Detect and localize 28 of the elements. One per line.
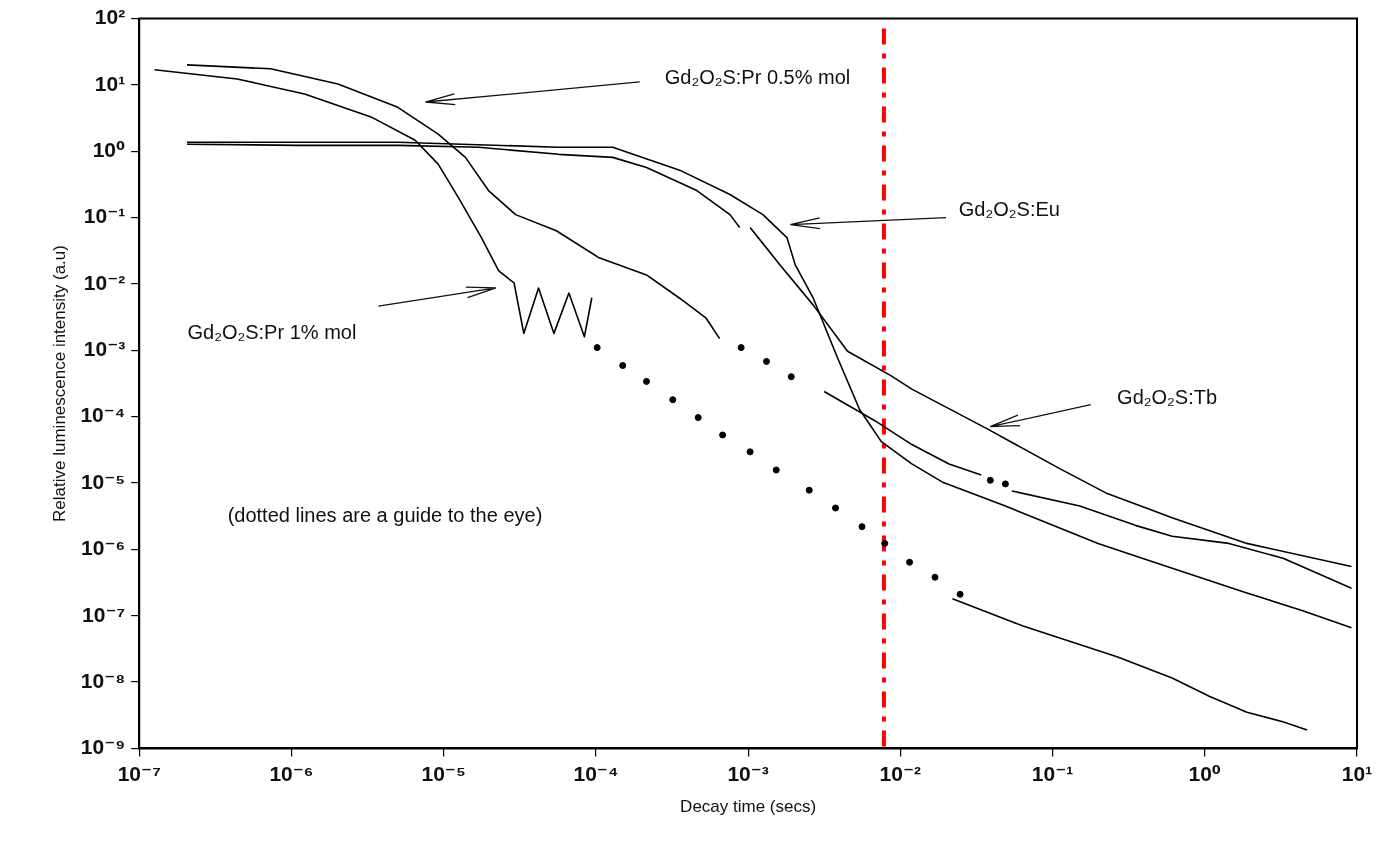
annotation: Gd₂O₂S:Pr 0.5% mol <box>664 66 851 89</box>
y-tick-label: 10⁻³ <box>83 337 126 361</box>
x-tick-label: 10⁰ <box>1188 761 1222 785</box>
y-tick-label: 10⁻⁹ <box>80 735 126 759</box>
x-tick-label: 10⁻⁴ <box>573 761 619 785</box>
y-tick-label: 10⁻⁶ <box>81 536 126 560</box>
annotation: Gd₂O₂S:Pr 1% mol <box>187 320 357 343</box>
x-tick-label: 10⁻⁵ <box>421 761 466 785</box>
y-tick-label: 10⁻⁸ <box>80 668 126 692</box>
y-tick-label: 10⁻¹ <box>83 204 126 228</box>
x-tick-label: 10⁻³ <box>727 761 769 785</box>
annotation: Gd₂O₂S:Eu <box>958 198 1060 221</box>
y-tick-label: 10⁰ <box>92 138 126 162</box>
x-axis-title: Decay time (secs) <box>680 797 817 817</box>
y-tick-label: 10¹ <box>94 71 126 95</box>
x-tick-label: 10⁻¹ <box>1031 761 1074 785</box>
y-tick-label: 10⁻⁵ <box>80 469 126 493</box>
x-tick-label: 10⁻² <box>879 761 922 785</box>
annotation: (dotted lines are a guide to the eye) <box>227 503 543 526</box>
x-tick-label: 10⁻⁷ <box>117 761 161 785</box>
y-tick-label: 10⁻⁷ <box>82 602 126 626</box>
x-tick-label: 10⁻⁶ <box>269 761 314 785</box>
y-tick-label: 10⁻⁴ <box>80 403 126 427</box>
y-tick-label: 10² <box>94 5 126 29</box>
annotation: Gd₂O₂S:Tb <box>1117 386 1218 409</box>
y-tick-label: 10⁻² <box>83 270 126 294</box>
y-axis-title: Relative luminescence intensity (a.u) <box>49 245 69 522</box>
x-tick-label: 10¹ <box>1341 761 1373 785</box>
